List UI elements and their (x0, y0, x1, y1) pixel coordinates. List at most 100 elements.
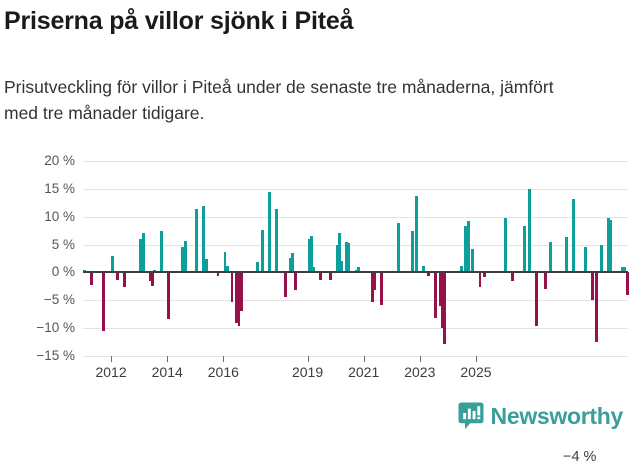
x-axis-tick (167, 356, 169, 362)
bar (153, 269, 157, 273)
bar (115, 272, 119, 280)
x-axis-tick (307, 356, 309, 362)
x-axis-tick (223, 356, 225, 362)
bar (338, 233, 342, 273)
bar (307, 239, 311, 273)
gridline (83, 356, 628, 357)
bar (572, 199, 575, 273)
bar (347, 243, 351, 273)
bar (595, 272, 599, 342)
bar (590, 272, 594, 301)
x-axis-tick-label: 2023 (404, 364, 436, 380)
bar (151, 272, 154, 287)
x-axis-tick-label: 2019 (291, 364, 324, 380)
plot-area (83, 161, 629, 357)
bar (522, 225, 526, 273)
bar (565, 236, 568, 273)
bar (141, 233, 145, 273)
bar (466, 220, 470, 273)
newsworthy-logo-text: Newsworthy (490, 402, 624, 429)
bar (438, 272, 442, 306)
gridline (83, 216, 628, 218)
bar (340, 261, 344, 273)
y-axis-tick-label: 15 % (44, 180, 75, 196)
bar (237, 272, 241, 327)
bar (239, 272, 243, 312)
chart-footer: Newsworthy (0, 402, 631, 439)
x-axis-tick-label: 2025 (460, 364, 492, 380)
y-axis-tick-label: 10 % (44, 208, 75, 224)
bar (427, 272, 430, 277)
y-axis-tick-label: −10 % (36, 320, 75, 336)
x-axis-tick-label: 2014 (151, 364, 183, 380)
newsworthy-logo: Newsworthy (458, 402, 623, 430)
bar (415, 196, 419, 273)
bar (434, 272, 437, 319)
bar (83, 270, 87, 273)
bar (195, 208, 199, 273)
x-axis-tick-label: 2021 (348, 364, 380, 380)
bar (459, 265, 463, 273)
bar (167, 272, 171, 320)
bar (293, 272, 297, 291)
bar (410, 230, 414, 273)
bar (148, 272, 152, 282)
bar (345, 242, 349, 273)
bar (621, 266, 625, 273)
bar (328, 272, 332, 281)
bar (471, 249, 475, 273)
y-axis-tick-label: −15 % (36, 348, 75, 363)
bar (225, 266, 229, 273)
bar-chart: 20 % 15 % 10 % 5 % 0 % −5 % −10 % −15 % 2012 201… (0, 150, 631, 465)
bar (275, 209, 278, 273)
bar (267, 192, 271, 273)
gridline (83, 244, 628, 246)
bar (139, 239, 143, 273)
bar (441, 272, 444, 329)
bar (625, 272, 629, 295)
bar (422, 265, 426, 273)
bar (111, 255, 115, 273)
x-axis-tick (419, 356, 421, 362)
bar (483, 272, 487, 278)
page-subtitle: Prisutveckling för villor i Piteå under … (4, 77, 554, 123)
bar (291, 253, 295, 273)
x-axis-tick (111, 356, 113, 362)
bar (373, 272, 377, 290)
bar (478, 272, 482, 287)
bar (335, 244, 339, 273)
gridline (83, 188, 628, 190)
bar (90, 272, 94, 285)
bar (504, 217, 508, 273)
bar (284, 272, 288, 297)
bar (312, 266, 316, 273)
x-axis-tick-label: 2012 (95, 364, 127, 380)
gridline (83, 328, 628, 330)
bar (607, 217, 611, 273)
bar (583, 246, 587, 273)
bar (380, 272, 384, 305)
bar (202, 206, 206, 273)
bar-chart-speech-bubble-icon (458, 402, 484, 430)
gridline (83, 161, 628, 162)
bar (216, 272, 220, 276)
bar (310, 236, 313, 273)
y-axis-tick-label: 0 % (51, 264, 75, 280)
bar (609, 220, 613, 273)
bar (101, 272, 105, 331)
x-axis-tick-label: 2016 (207, 364, 239, 380)
bar (354, 270, 358, 273)
bar (548, 242, 552, 273)
bar (396, 223, 400, 273)
bar (464, 225, 468, 273)
bar (534, 272, 538, 327)
bar (122, 272, 126, 287)
page-title: Priserna på villor sjönk i Piteå (4, 7, 354, 35)
y-axis-tick-label: −5 % (43, 292, 75, 308)
bar (527, 188, 531, 273)
bar (289, 257, 292, 273)
x-axis-tick (475, 356, 477, 362)
bar (256, 262, 260, 273)
bar (319, 272, 323, 280)
bar (543, 272, 547, 290)
